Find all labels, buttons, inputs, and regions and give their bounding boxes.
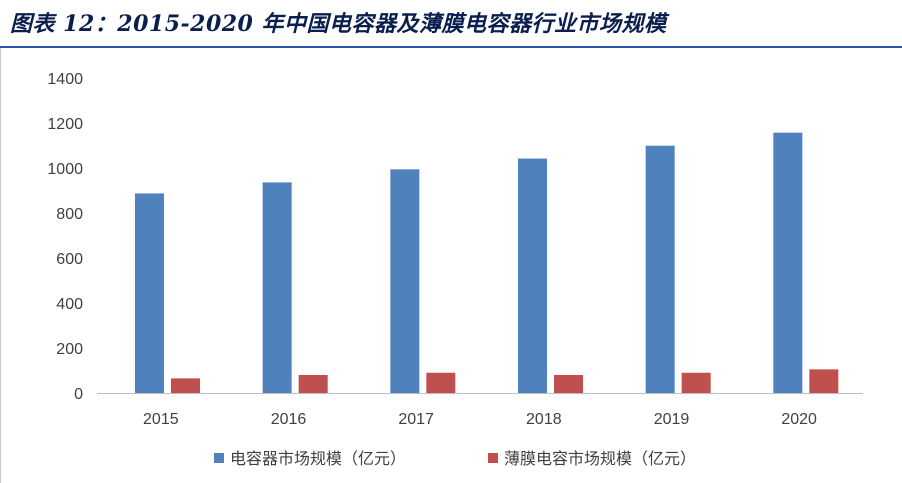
legend-label-capacitor: 电容器市场规模（亿元） [230, 450, 406, 468]
x-tick-label: 2020 [781, 411, 817, 428]
bar-capacitor-market [645, 145, 675, 393]
y-tick-label: 1200 [47, 116, 83, 133]
legend-swatch-film-capacitor [488, 453, 498, 463]
bar-film-capacitor-market [809, 369, 839, 393]
y-tick-label: 400 [56, 296, 83, 313]
y-tick-label: 200 [56, 341, 83, 358]
y-tick-label: 1000 [47, 161, 83, 178]
bar-film-capacitor-market [298, 375, 328, 393]
left-border [0, 48, 1, 483]
bar-capacitor-market [518, 158, 547, 393]
x-tick-label: 2018 [526, 411, 562, 428]
bar-film-capacitor-market [554, 375, 583, 393]
x-tick-label: 2015 [143, 411, 179, 428]
title-divider [0, 46, 902, 48]
y-tick-label: 1400 [47, 71, 83, 88]
y-tick-label: 600 [56, 251, 83, 268]
x-tick-label: 2017 [398, 411, 434, 428]
bar-capacitor-market [262, 182, 292, 393]
bar-film-capacitor-market [426, 372, 456, 393]
bar-film-capacitor-market [171, 378, 200, 393]
legend-swatch-capacitor [214, 453, 224, 463]
x-tick-label: 2019 [654, 411, 690, 428]
figure-title: 图表 12：2015-2020 年中国电容器及薄膜电容器行业市场规模 [10, 11, 667, 37]
bar-capacitor-market [773, 132, 803, 394]
legend-label-film-capacitor: 薄膜电容市场规模（亿元） [504, 450, 696, 468]
bar-capacitor-market [390, 169, 420, 393]
y-tick-label: 0 [74, 386, 83, 403]
bar-capacitor-market [135, 193, 164, 393]
chart-area: 0 200 400 600 800 1000 1200 1400 2015 2016 2017 201… [0, 48, 902, 483]
x-tick-label: 2016 [271, 411, 307, 428]
bar-chart: 0 200 400 600 800 1000 1200 1400 2015 2016 2017 201… [47, 71, 863, 468]
y-tick-label: 800 [56, 206, 83, 223]
bar-film-capacitor-market [681, 372, 711, 393]
